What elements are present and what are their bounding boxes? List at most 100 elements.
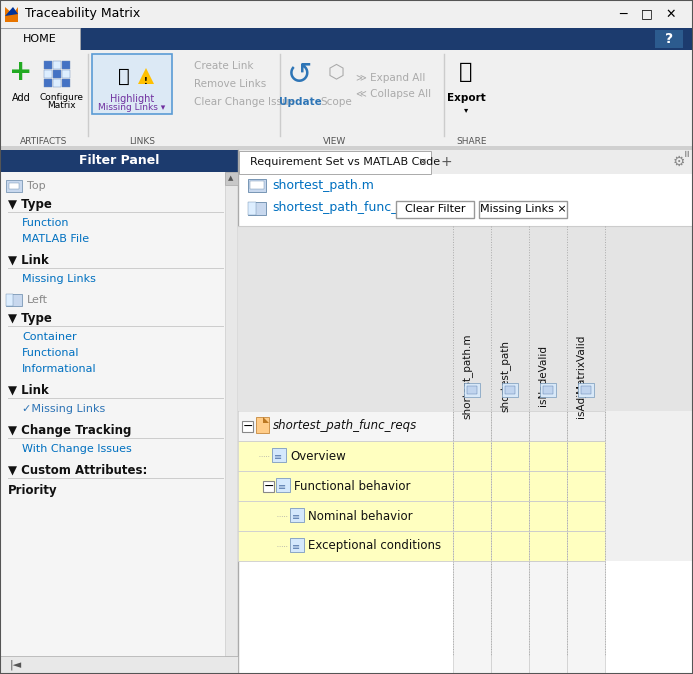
Bar (6, 294, 13, 306)
Text: ≡: ≡ (292, 512, 300, 522)
Bar (238, 441, 453, 471)
Bar (40, 56, 82, 111)
Bar (567, 471, 605, 501)
Text: +: + (440, 155, 452, 169)
Bar (53, 79, 61, 87)
Bar (396, 201, 474, 218)
Bar (238, 174, 693, 226)
Bar (290, 538, 304, 552)
Bar (238, 226, 453, 411)
Text: Export: Export (446, 93, 485, 103)
Bar (453, 561, 491, 674)
Text: Remove Links: Remove Links (194, 79, 266, 89)
Text: ≡: ≡ (274, 452, 282, 462)
Bar (567, 501, 605, 531)
Bar (567, 561, 605, 674)
Text: Clear Filter: Clear Filter (405, 204, 465, 214)
Polygon shape (138, 68, 154, 84)
Text: Functional behavior: Functional behavior (294, 479, 410, 493)
Bar (6, 56, 36, 111)
Text: !: ! (144, 77, 148, 86)
Bar (238, 501, 453, 531)
Polygon shape (263, 417, 269, 423)
Polygon shape (5, 7, 18, 22)
Bar (290, 508, 304, 522)
Text: Overview: Overview (290, 450, 346, 462)
Text: Missing Links ▾: Missing Links ▾ (98, 104, 166, 113)
Bar (242, 421, 253, 432)
Bar (540, 383, 556, 397)
Bar (491, 411, 529, 441)
Text: ▲: ▲ (228, 175, 234, 181)
Text: ⬡: ⬡ (328, 63, 344, 82)
Text: Update: Update (279, 97, 322, 107)
Text: Missing Links: Missing Links (22, 274, 96, 284)
Text: ▼ Link: ▼ Link (8, 384, 49, 397)
Bar (0, 28, 80, 50)
Bar (453, 471, 491, 501)
Text: LINKS: LINKS (129, 137, 155, 146)
Bar (543, 386, 553, 394)
Bar (567, 441, 605, 471)
Bar (502, 383, 518, 397)
Bar (464, 383, 480, 397)
Text: isAdjMatrixValid: isAdjMatrixValid (576, 334, 586, 418)
Bar (62, 61, 70, 69)
Text: ≡: ≡ (682, 148, 692, 156)
Bar (44, 70, 52, 78)
Text: |◄: |◄ (10, 660, 22, 670)
Bar (276, 478, 290, 492)
Text: ▾: ▾ (464, 106, 468, 115)
Text: VIEW: VIEW (324, 137, 346, 146)
Text: ▼ Link: ▼ Link (8, 254, 49, 267)
Text: ▼ Custom Attributes:: ▼ Custom Attributes: (8, 464, 148, 477)
Text: shortest_path_func_reqs: shortest_path_func_reqs (272, 202, 425, 214)
Bar (248, 202, 256, 215)
Bar (505, 386, 515, 394)
Bar (92, 54, 172, 114)
Text: 📤: 📤 (459, 62, 473, 82)
Text: Left: Left (27, 295, 48, 305)
Text: Missing Links ×: Missing Links × (480, 204, 566, 214)
Bar (238, 226, 693, 411)
Bar (529, 471, 567, 501)
Text: Configure: Configure (39, 94, 83, 102)
Bar (0, 50, 693, 150)
Text: shortest_path: shortest_path (499, 340, 510, 412)
Bar (62, 79, 70, 87)
Bar (491, 501, 529, 531)
Bar (529, 531, 567, 561)
Text: Scope: Scope (320, 97, 352, 107)
Bar (0, 150, 238, 172)
Text: ×: × (417, 157, 427, 167)
Bar (581, 386, 591, 394)
Text: Add: Add (12, 93, 30, 103)
Text: isNodeValid: isNodeValid (538, 346, 548, 406)
Text: □: □ (641, 7, 653, 20)
Text: −: − (243, 420, 253, 433)
Bar (239, 151, 431, 174)
Text: 🔗: 🔗 (118, 67, 130, 86)
Text: shortest_path.m: shortest_path.m (461, 333, 472, 419)
Bar (0, 28, 693, 50)
Text: ▼ Type: ▼ Type (8, 198, 52, 211)
Bar (225, 172, 238, 185)
Bar (529, 441, 567, 471)
Text: ≪ Collapse All: ≪ Collapse All (356, 89, 431, 99)
Text: ▼ Type: ▼ Type (8, 312, 52, 325)
Text: shortest_path.m: shortest_path.m (272, 179, 374, 191)
Text: Filter Panel: Filter Panel (79, 154, 159, 168)
Text: Nominal behavior: Nominal behavior (308, 510, 412, 522)
Bar (53, 70, 61, 78)
Bar (238, 150, 693, 174)
Bar (256, 417, 269, 433)
Bar (0, 656, 238, 674)
Bar (238, 471, 453, 501)
Bar (567, 531, 605, 561)
Bar (453, 441, 491, 471)
Text: ?: ? (665, 32, 673, 46)
Text: ─: ─ (620, 7, 626, 20)
Bar (578, 383, 594, 397)
Bar (238, 531, 453, 561)
Text: −: − (263, 480, 274, 493)
